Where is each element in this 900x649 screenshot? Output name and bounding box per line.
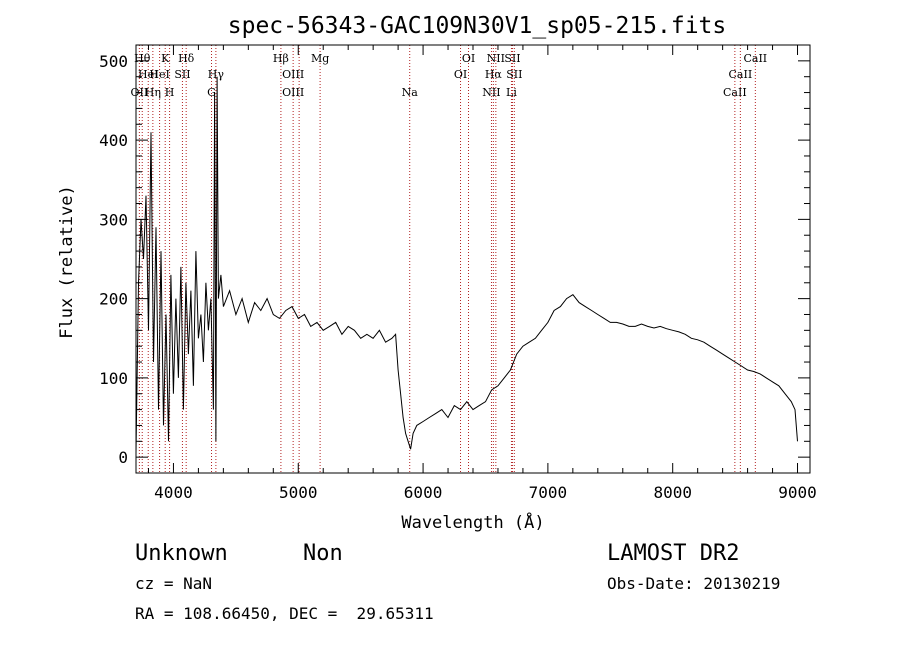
- spectrum-series-line: [135, 76, 798, 454]
- x-tick-label: 7000: [529, 483, 568, 502]
- spectral-line-label: NII: [487, 52, 505, 65]
- y-tick-label: 500: [99, 52, 128, 71]
- object-subclass: Non: [303, 541, 343, 566]
- spectral-line-label: HeI: [138, 68, 158, 81]
- spectral-line-label: OIII: [282, 86, 304, 99]
- survey-label: LAMOST DR2: [607, 541, 739, 566]
- y-tick-label: 0: [118, 448, 128, 467]
- x-tick-label: 5000: [279, 483, 318, 502]
- spectral-line-label: CaII: [743, 52, 767, 65]
- spectral-line-label: Hδ: [178, 52, 195, 65]
- spectral-line-label: K: [161, 52, 170, 65]
- spectral-line-labels: OIIHθHeIHηHeIKHSIIHδGHγHβOIIIOIIIMgNaOIO…: [131, 52, 768, 99]
- y-tick-label: 300: [99, 210, 128, 229]
- spectral-line-label: SII: [506, 68, 522, 81]
- spectral-line-label: Hθ: [134, 52, 151, 65]
- spectral-line-label: CaII: [729, 68, 753, 81]
- y-axis-label: Flux (relative): [57, 185, 77, 339]
- spectral-line-markers: [138, 45, 756, 473]
- spectral-line-label: Na: [402, 86, 419, 99]
- spectral-line-label: CaII: [723, 86, 747, 99]
- spectral-line-label: OI: [454, 68, 467, 81]
- spectral-line-label: Hη: [145, 86, 161, 99]
- spectral-line-label: SII: [504, 52, 520, 65]
- y-tick-label: 400: [99, 131, 128, 150]
- x-tick-label: 4000: [154, 483, 193, 502]
- x-axis-label: Wavelength (Å): [401, 511, 544, 533]
- x-tick-label: 8000: [653, 483, 692, 502]
- spectral-line-label: Hα: [485, 68, 503, 81]
- chart-title: spec-56343-GAC109N30V1_sp05-215.fits: [228, 13, 727, 39]
- x-tick-label: 6000: [404, 483, 443, 502]
- object-class: Unknown: [135, 541, 228, 566]
- spectral-line-label: OI: [462, 52, 475, 65]
- obs-date-label: Obs-Date: 20130219: [607, 574, 780, 593]
- spectral-line-label: NII: [482, 86, 500, 99]
- spectral-line-label: SII: [174, 68, 190, 81]
- coordinates-label: RA = 108.66450, DEC = 29.65311: [135, 604, 434, 623]
- y-axis: 0 100 200 300 400 500: [99, 52, 810, 467]
- spectral-line-label: Li: [506, 86, 517, 99]
- y-tick-label: 100: [99, 369, 128, 388]
- spectral-line-label: HeI: [149, 68, 169, 81]
- redshift-label: cz = NaN: [135, 574, 212, 593]
- spectral-line-label: Mg: [311, 52, 329, 65]
- y-tick-label: 200: [99, 290, 128, 309]
- spectral-line-label: H: [165, 86, 175, 99]
- x-axis: 4000 5000 6000 7000 8000 9000: [147, 45, 817, 502]
- spectral-line-label: Hγ: [208, 68, 225, 81]
- x-tick-label: 9000: [778, 483, 817, 502]
- spectral-line-label: G: [207, 86, 216, 99]
- spectral-line-label: OIII: [282, 68, 304, 81]
- spectral-line-label: Hβ: [273, 52, 289, 65]
